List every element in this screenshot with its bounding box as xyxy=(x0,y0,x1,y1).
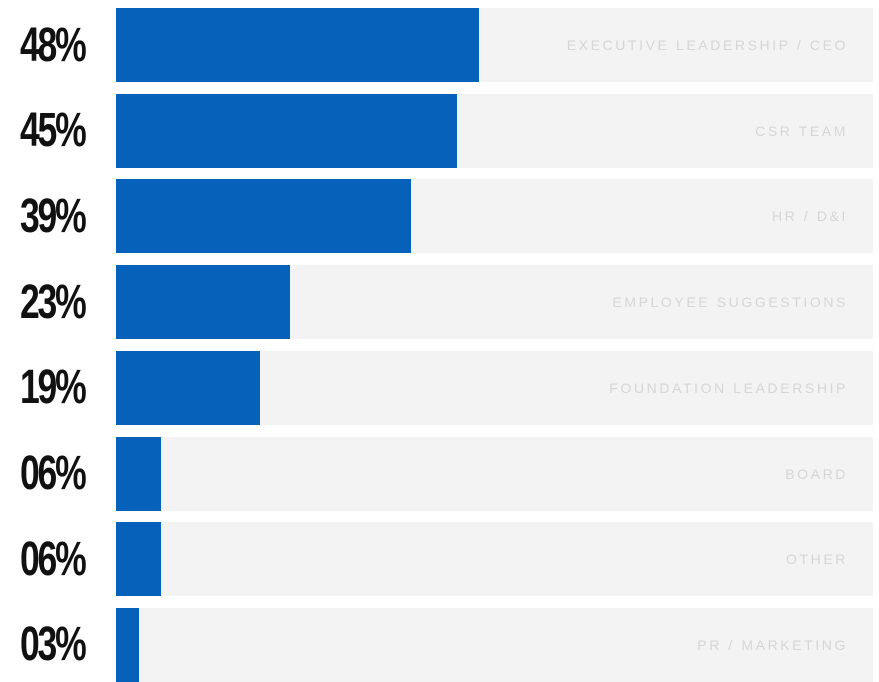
bar-track: BOARD xyxy=(116,436,873,511)
category-label: PR / MARKETING xyxy=(697,636,848,653)
value-label: 06% xyxy=(20,447,87,500)
value-label: 03% xyxy=(20,618,87,672)
bar-track: PR / MARKETING xyxy=(116,607,873,682)
bar xyxy=(116,93,457,168)
value-label: 23% xyxy=(20,275,87,329)
category-label: BOARD xyxy=(785,465,848,482)
category-label: EXECUTIVE LEADERSHIP / CEO xyxy=(566,37,848,53)
category-label: OTHER xyxy=(786,551,848,568)
bar xyxy=(116,265,291,340)
category-label: CSR TEAM xyxy=(755,122,848,139)
bar-track: FOUNDATION LEADERSHIP xyxy=(116,350,873,425)
bar xyxy=(116,607,139,682)
bar-track: CSR TEAM xyxy=(116,93,873,168)
bar-track: EXECUTIVE LEADERSHIP / CEO xyxy=(116,8,873,82)
value-label: 06% xyxy=(20,532,87,586)
bar xyxy=(116,436,162,511)
bar-row: 19% FOUNDATION LEADERSHIP xyxy=(0,350,879,425)
bar xyxy=(116,522,162,597)
value-label: 19% xyxy=(20,361,87,415)
bar xyxy=(116,8,480,82)
bar-row: 48% EXECUTIVE LEADERSHIP / CEO xyxy=(0,8,879,82)
bar-row: 39% HR / D&I xyxy=(0,179,879,254)
category-label: HR / D&I xyxy=(771,208,848,225)
bar xyxy=(116,350,260,425)
value-label: 48% xyxy=(20,18,87,72)
value-label: 39% xyxy=(20,189,87,243)
bar-track: EMPLOYEE SUGGESTIONS xyxy=(116,265,873,340)
bar-row: 45% CSR TEAM xyxy=(0,93,879,168)
value-label: 45% xyxy=(20,104,87,158)
category-label: FOUNDATION LEADERSHIP xyxy=(609,379,848,396)
bar xyxy=(116,179,412,254)
category-label: EMPLOYEE SUGGESTIONS xyxy=(612,294,848,311)
bar-row: 23% EMPLOYEE SUGGESTIONS xyxy=(0,265,879,340)
bar-row: 06% OTHER xyxy=(0,522,879,597)
bar-row: 03% PR / MARKETING xyxy=(0,607,879,682)
bar-row: 06% BOARD xyxy=(0,436,879,511)
bar-track: HR / D&I xyxy=(116,179,873,254)
bar-track: OTHER xyxy=(116,522,873,597)
